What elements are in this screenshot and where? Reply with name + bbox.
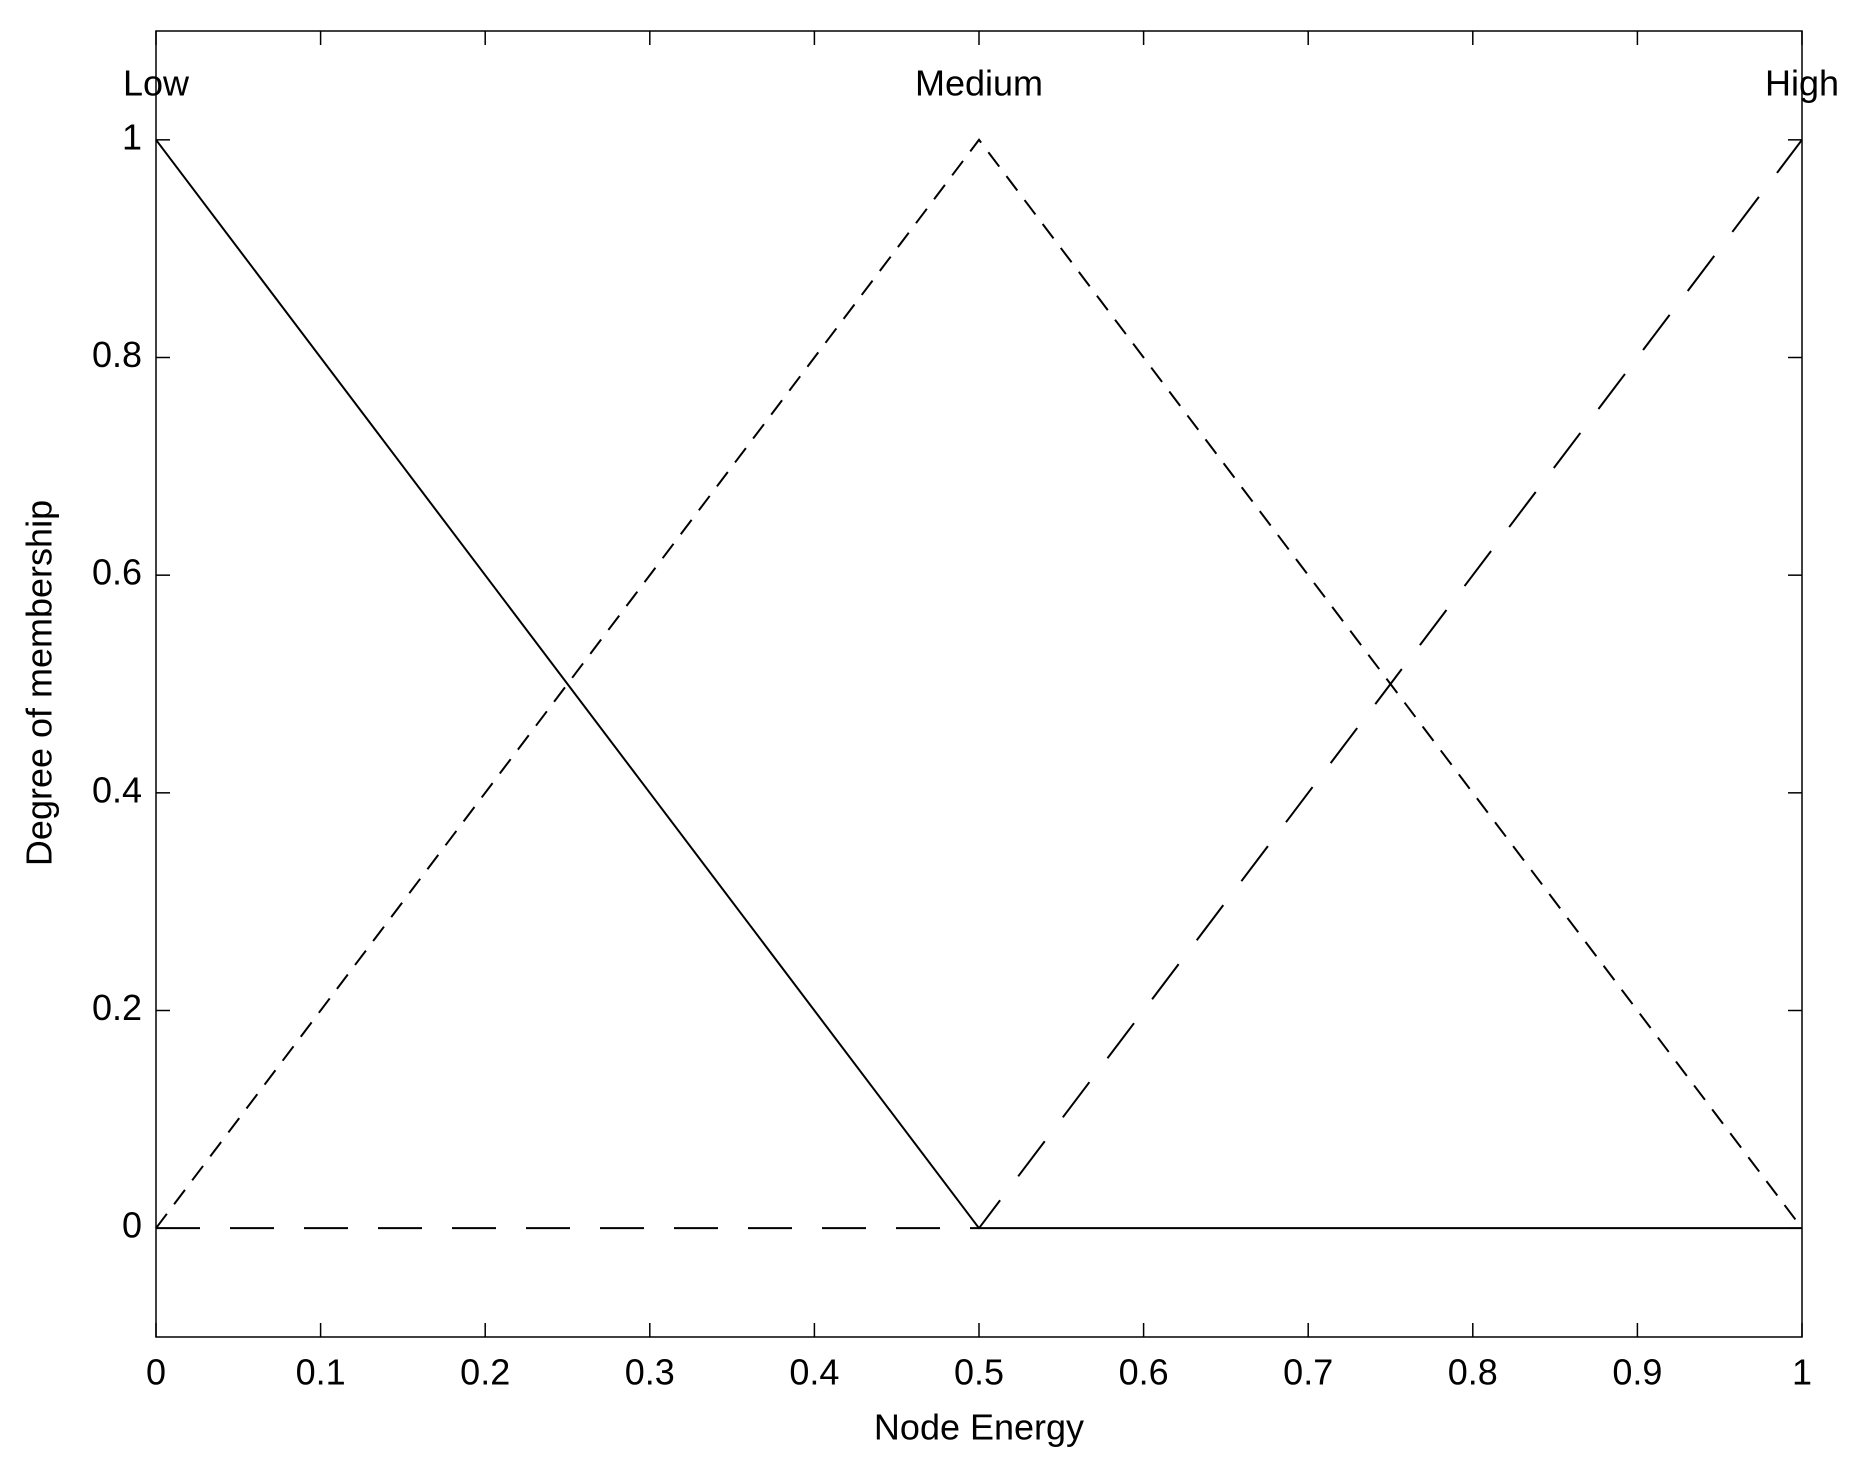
x-tick-label: 0.2 <box>460 1352 510 1393</box>
y-axis-label: Degree of membership <box>19 500 60 866</box>
y-tick-label: 0 <box>122 1205 142 1246</box>
x-tick-label: 0.3 <box>625 1352 675 1393</box>
x-tick-label: 0.6 <box>1119 1352 1169 1393</box>
y-tick-label: 1 <box>122 116 142 157</box>
x-tick-label: 0.1 <box>296 1352 346 1393</box>
y-tick-label: 0.2 <box>92 987 142 1028</box>
x-tick-label: 0.8 <box>1448 1352 1498 1393</box>
x-tick-label: 1 <box>1792 1352 1812 1393</box>
series-label: Medium <box>915 63 1043 104</box>
y-tick-label: 0.8 <box>92 334 142 375</box>
y-tick-label: 0.6 <box>92 552 142 593</box>
series-label: Low <box>123 63 190 104</box>
series-line <box>155 138 1803 1229</box>
series-line <box>155 139 1802 1230</box>
x-tick-label: 0 <box>146 1352 166 1393</box>
x-axis-label: Node Energy <box>874 1407 1084 1448</box>
series-line <box>156 139 1803 1230</box>
x-tick-label: 0.5 <box>954 1352 1004 1393</box>
x-tick-label: 0.7 <box>1283 1352 1333 1393</box>
series-label: High <box>1765 63 1839 104</box>
x-tick-label: 0.9 <box>1612 1352 1662 1393</box>
y-tick-label: 0.4 <box>92 769 142 810</box>
plot-frame <box>155 30 1803 1338</box>
x-tick-label: 0.4 <box>789 1352 839 1393</box>
